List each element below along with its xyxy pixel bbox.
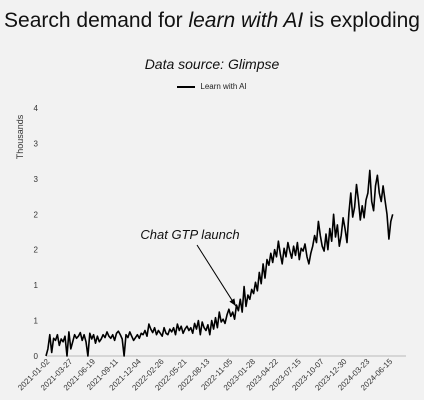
chart-title: Search demand for learn with AI is explo… (4, 9, 420, 32)
series-lines (45, 169, 394, 357)
axes: 011223342021-01-022021-03-272021-06-1920… (15, 104, 406, 392)
y-tick-label: 2 (34, 246, 39, 255)
legend-label: Learn with AI (200, 82, 247, 91)
annotation-group: Chat GTP launch (140, 227, 240, 307)
legend-swatch (177, 85, 196, 88)
chart-subtitle: Data source: Glimpse (144, 56, 280, 72)
series-line (45, 169, 394, 357)
y-tick-label: 0 (34, 352, 39, 361)
annotation-arrowhead (229, 298, 236, 306)
y-tick-label: 4 (34, 104, 39, 113)
y-tick-label: 2 (34, 210, 39, 219)
y-axis-label: Thousands (15, 114, 25, 159)
y-tick-label: 3 (34, 175, 39, 184)
annotation-text: Chat GTP launch (140, 227, 239, 242)
y-tick-label: 1 (34, 317, 39, 326)
y-tick-label: 1 (34, 281, 39, 290)
annotation-arrow-line (196, 244, 237, 307)
y-tick-label: 3 (34, 139, 39, 148)
legend: Learn with AI (0, 82, 424, 91)
